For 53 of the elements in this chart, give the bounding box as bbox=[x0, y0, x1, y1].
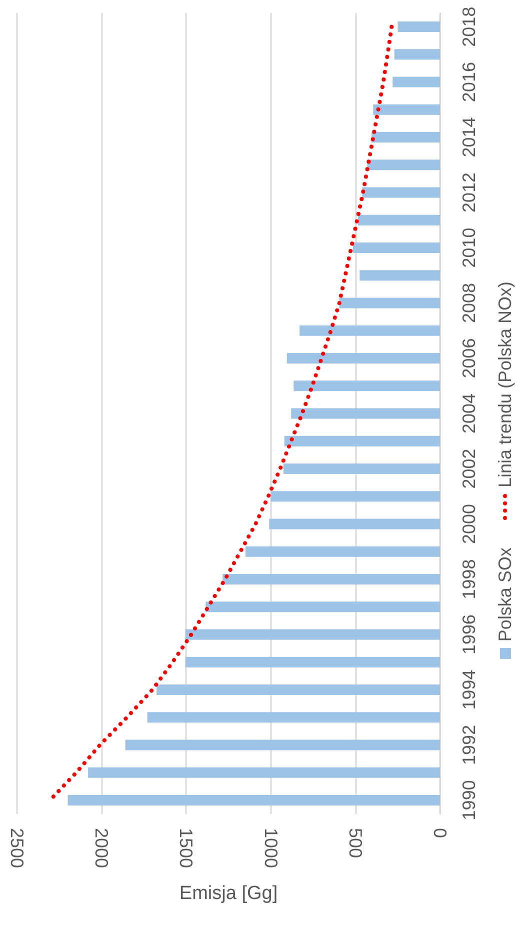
bar bbox=[206, 602, 440, 612]
bar bbox=[360, 270, 440, 281]
bar bbox=[283, 463, 440, 474]
bar bbox=[185, 629, 440, 640]
x-tick-label: 1500 bbox=[176, 828, 196, 868]
bar bbox=[367, 160, 440, 170]
y-tick-label: 2008 bbox=[459, 282, 479, 324]
y-tick-label: 1994 bbox=[459, 670, 479, 710]
bar bbox=[269, 518, 440, 530]
y-tick-label: 1990 bbox=[459, 780, 479, 820]
bar bbox=[245, 546, 440, 557]
bar bbox=[373, 104, 440, 115]
bar bbox=[291, 408, 440, 419]
bar bbox=[362, 187, 440, 198]
bar bbox=[398, 22, 440, 32]
y-tick-label: 2004 bbox=[459, 393, 479, 434]
bar bbox=[270, 491, 440, 502]
x-tick-label: 1000 bbox=[260, 828, 281, 868]
bar bbox=[222, 574, 440, 584]
y-tick-label: 1996 bbox=[459, 614, 479, 654]
bar bbox=[68, 794, 440, 806]
bar bbox=[300, 325, 440, 336]
bar bbox=[394, 49, 440, 60]
bar bbox=[392, 76, 440, 88]
bar bbox=[339, 298, 440, 308]
bar bbox=[358, 214, 440, 226]
text: Polska SOx bbox=[494, 548, 516, 642]
y-tick-label: 2014 bbox=[459, 117, 479, 158]
y-tick-label: 2016 bbox=[459, 62, 479, 102]
x-tick-label: 2000 bbox=[92, 828, 112, 868]
x-tick-label: 2500 bbox=[7, 828, 27, 868]
x-tick-label: 500 bbox=[345, 828, 366, 858]
bar bbox=[352, 242, 440, 254]
x-tick-label: 0 bbox=[430, 828, 450, 838]
bar bbox=[284, 436, 440, 446]
bar bbox=[185, 656, 440, 668]
bar bbox=[286, 353, 440, 364]
y-tick-label: 1998 bbox=[459, 559, 479, 600]
bar bbox=[156, 684, 440, 695]
bar bbox=[147, 712, 440, 723]
bar bbox=[294, 380, 440, 392]
bar bbox=[125, 740, 440, 750]
y-tick-label: 2006 bbox=[459, 338, 479, 378]
text: Linia trendu (Polska NOx) bbox=[494, 281, 516, 488]
y-tick-label: 1992 bbox=[459, 724, 479, 765]
y-tick-label: 2012 bbox=[459, 172, 479, 213]
x-axis-title: Emisja [Gg] bbox=[179, 883, 278, 904]
y-tick-label: 2002 bbox=[459, 448, 479, 489]
bar bbox=[88, 767, 440, 778]
y-tick-label: 2000 bbox=[459, 504, 479, 544]
y-tick-label: 2010 bbox=[459, 228, 479, 268]
y-tick-label: 2018 bbox=[459, 6, 479, 47]
bar bbox=[371, 132, 440, 143]
